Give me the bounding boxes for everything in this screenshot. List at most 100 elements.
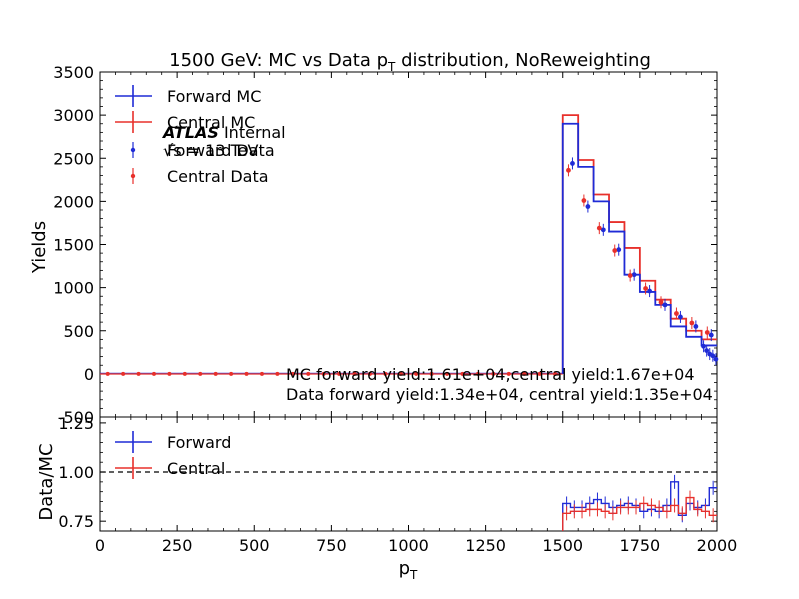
data-point-low bbox=[553, 371, 558, 376]
legend-label-central-data: Central Data bbox=[167, 167, 269, 186]
data-point-low bbox=[244, 371, 249, 376]
x-axis-label: pT bbox=[399, 558, 418, 582]
x-tick-label: 2000 bbox=[697, 536, 738, 555]
data-point bbox=[678, 314, 683, 320]
data-point-low bbox=[352, 371, 357, 376]
y-tick-label-top: 1000 bbox=[53, 279, 94, 298]
x-axis-label-subscript: T bbox=[409, 568, 418, 582]
data-point-low bbox=[105, 371, 110, 376]
data-point-low bbox=[121, 371, 126, 376]
mc-yield-annotation: MC forward yield:1.61e+04,central yield:… bbox=[286, 365, 695, 384]
x-tick-label: 1500 bbox=[542, 536, 583, 555]
data-point bbox=[631, 272, 637, 278]
legend-item-forward-data: Forward Data bbox=[130, 141, 275, 160]
x-tick-label: 750 bbox=[316, 536, 347, 555]
data-point bbox=[585, 204, 591, 209]
data-point-low bbox=[229, 371, 234, 376]
data-point bbox=[647, 288, 652, 294]
data-point bbox=[704, 348, 710, 353]
bottom-plot: 0 250 500 750 1000 1250 1500 1750 2000 0.75 1.00 1.… bbox=[58, 414, 737, 555]
data-point-low bbox=[491, 371, 496, 376]
legend-label-central: Central bbox=[167, 459, 225, 478]
data-point bbox=[643, 286, 648, 291]
x-tick-label: 500 bbox=[239, 536, 270, 555]
top-legend: Forward MC Central MC Forward Data Centr… bbox=[115, 85, 275, 186]
legend-item-forward: Forward bbox=[115, 431, 231, 453]
legend-item-central: Central bbox=[115, 457, 225, 479]
data-point-low bbox=[182, 371, 187, 376]
y-tick-label-top: 2000 bbox=[53, 192, 94, 211]
y-tick-label-top: 1500 bbox=[53, 236, 94, 255]
atlas-label: ATLAS Internal bbox=[161, 123, 286, 142]
data-point-low bbox=[321, 371, 326, 376]
legend-label-forward-mc: Forward MC bbox=[167, 87, 261, 106]
legend-label-forward-data: Forward Data bbox=[167, 141, 275, 160]
y-tick-label-top: 3000 bbox=[53, 106, 94, 125]
data-point bbox=[616, 247, 622, 253]
y-tick-label-top: 2500 bbox=[53, 149, 94, 168]
y-tick-label-top: 500 bbox=[63, 322, 94, 341]
data-point-low bbox=[429, 371, 434, 376]
data-point-low bbox=[522, 371, 527, 376]
data-point bbox=[708, 332, 714, 338]
data-point bbox=[674, 311, 679, 316]
data-point bbox=[570, 161, 575, 166]
data-point bbox=[704, 330, 710, 335]
data-point-low bbox=[414, 371, 419, 376]
chart-title: 1500 GeV: MC vs Data pT distribution, No… bbox=[169, 50, 651, 74]
data-point-low bbox=[445, 371, 450, 376]
y-axis-label-top: Yields bbox=[29, 221, 50, 274]
x-tick-label: 0 bbox=[95, 536, 105, 555]
data-point-low bbox=[259, 371, 264, 376]
data-point-low bbox=[506, 371, 511, 376]
data-point bbox=[581, 198, 587, 203]
data-point bbox=[693, 324, 699, 329]
data-point bbox=[701, 343, 706, 349]
data-point bbox=[600, 227, 606, 233]
data-point bbox=[627, 273, 633, 278]
y-axis-label-bottom: Data/MC bbox=[36, 443, 57, 520]
top-plot: -500 0 500 1000 1500 2000 2500 3000 3500 bbox=[53, 63, 719, 427]
data-point bbox=[596, 225, 602, 231]
data-point-low bbox=[167, 371, 172, 376]
forward-mc-histogram bbox=[561, 122, 717, 374]
y-tick-label-bottom: 1.25 bbox=[58, 414, 94, 433]
x-tick-label: 250 bbox=[162, 536, 193, 555]
data-point bbox=[662, 302, 668, 308]
data-point-low bbox=[367, 371, 372, 376]
data-point-low bbox=[337, 371, 342, 376]
energy-label: √s = 13 TeV bbox=[163, 141, 258, 160]
data-point-low bbox=[198, 371, 203, 376]
legend-label-forward: Forward bbox=[167, 433, 231, 452]
central-mc-histogram bbox=[561, 114, 717, 374]
x-tick-label: 1750 bbox=[620, 536, 661, 555]
data-point-low bbox=[383, 371, 388, 376]
legend-item-central-mc: Central MC bbox=[115, 111, 255, 133]
legend-item-central-data: Central Data bbox=[130, 167, 269, 186]
data-yield-annotation: Data forward yield:1.34e+04, central yie… bbox=[286, 385, 713, 404]
data-point bbox=[658, 299, 664, 305]
bottom-legend: Forward Central bbox=[115, 431, 231, 479]
x-tick-label: 1250 bbox=[465, 536, 506, 555]
data-point bbox=[713, 356, 719, 362]
y-tick-label-bottom: 0.75 bbox=[58, 512, 94, 531]
data-point-low bbox=[151, 371, 156, 376]
x-tick-label: 1000 bbox=[388, 536, 429, 555]
title-subscript: T bbox=[387, 60, 396, 74]
data-point bbox=[710, 353, 716, 359]
central-ratio-step bbox=[562, 496, 717, 531]
data-point-low bbox=[398, 371, 403, 376]
data-point bbox=[689, 320, 695, 326]
data-point-low bbox=[136, 371, 141, 376]
data-point-low bbox=[460, 371, 465, 376]
y-tick-label-top: 3500 bbox=[53, 63, 94, 82]
data-point-low bbox=[213, 371, 218, 376]
data-point bbox=[566, 167, 571, 173]
data-point-low bbox=[537, 371, 542, 376]
data-point-low bbox=[475, 371, 480, 376]
y-tick-label-bottom: 1.00 bbox=[58, 463, 94, 482]
legend-item-forward-mc: Forward MC bbox=[115, 85, 261, 107]
legend-label-central-mc: Central MC bbox=[167, 113, 255, 132]
data-point-low bbox=[306, 371, 311, 376]
